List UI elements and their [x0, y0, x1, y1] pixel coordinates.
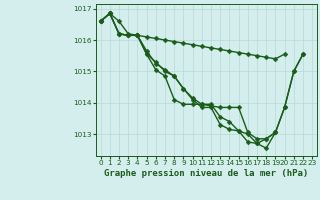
X-axis label: Graphe pression niveau de la mer (hPa): Graphe pression niveau de la mer (hPa) — [104, 169, 308, 178]
